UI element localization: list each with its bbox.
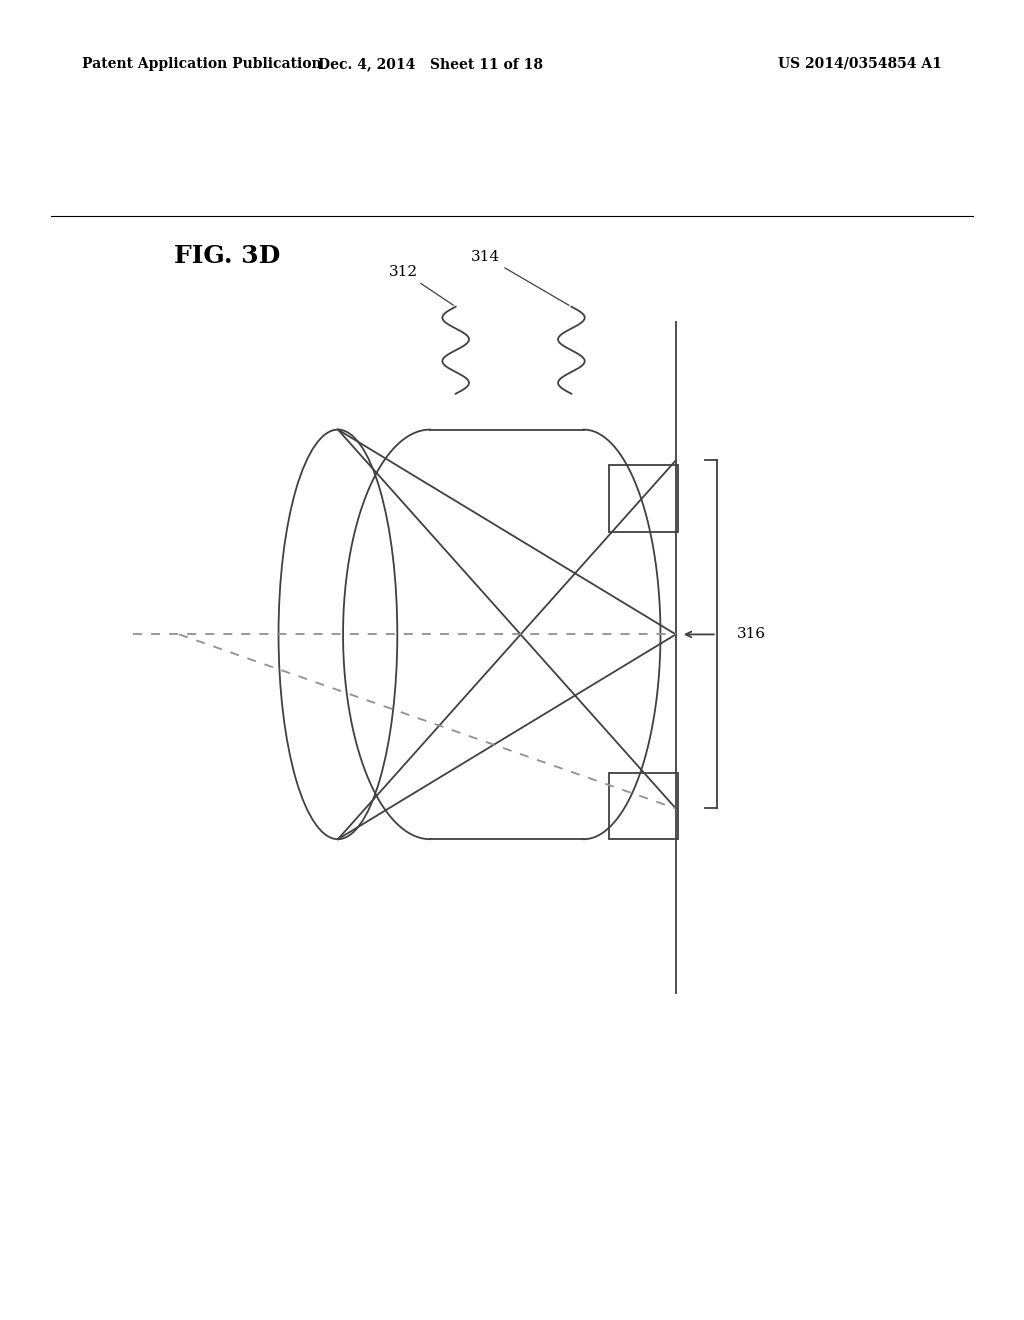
Bar bbox=[609, 466, 678, 532]
Text: 312: 312 bbox=[389, 265, 454, 305]
Text: FIG. 3D: FIG. 3D bbox=[174, 243, 281, 268]
Bar bbox=[609, 772, 678, 840]
Text: US 2014/0354854 A1: US 2014/0354854 A1 bbox=[778, 57, 942, 71]
Text: 316: 316 bbox=[737, 627, 766, 642]
Text: 314: 314 bbox=[471, 249, 569, 305]
Text: Patent Application Publication: Patent Application Publication bbox=[82, 57, 322, 71]
Text: Dec. 4, 2014   Sheet 11 of 18: Dec. 4, 2014 Sheet 11 of 18 bbox=[317, 57, 543, 71]
